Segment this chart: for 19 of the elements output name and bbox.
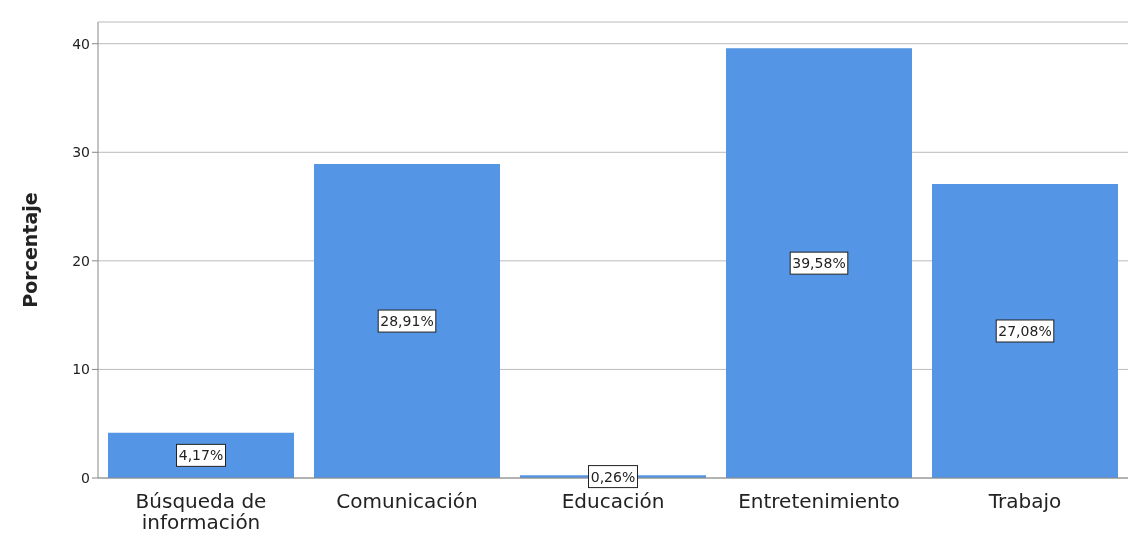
data-label: 28,91% xyxy=(380,313,434,330)
bar xyxy=(932,183,1118,478)
x-tick-label: Trabajo xyxy=(987,489,1062,513)
y-tick-label: 10 xyxy=(72,361,90,378)
y-axis-title: Porcentaje xyxy=(18,192,41,308)
data-label: 27,08% xyxy=(998,322,1052,339)
y-tick-label: 40 xyxy=(72,35,90,52)
data-label: 0,26% xyxy=(590,468,636,485)
x-tick-label: Entretenimiento xyxy=(738,489,900,513)
data-label: 39,58% xyxy=(792,255,846,272)
bar xyxy=(726,48,912,478)
y-tick-label: 30 xyxy=(72,144,90,161)
bar xyxy=(314,164,500,478)
x-tick-label: Educación xyxy=(561,489,665,513)
y-tick-label: 0 xyxy=(81,469,90,486)
y-tick-label: 20 xyxy=(72,252,90,269)
x-tick-label: Comunicación xyxy=(336,489,478,513)
x-tick-label: Búsqueda de información xyxy=(135,489,267,534)
data-label: 4,17% xyxy=(178,447,224,464)
